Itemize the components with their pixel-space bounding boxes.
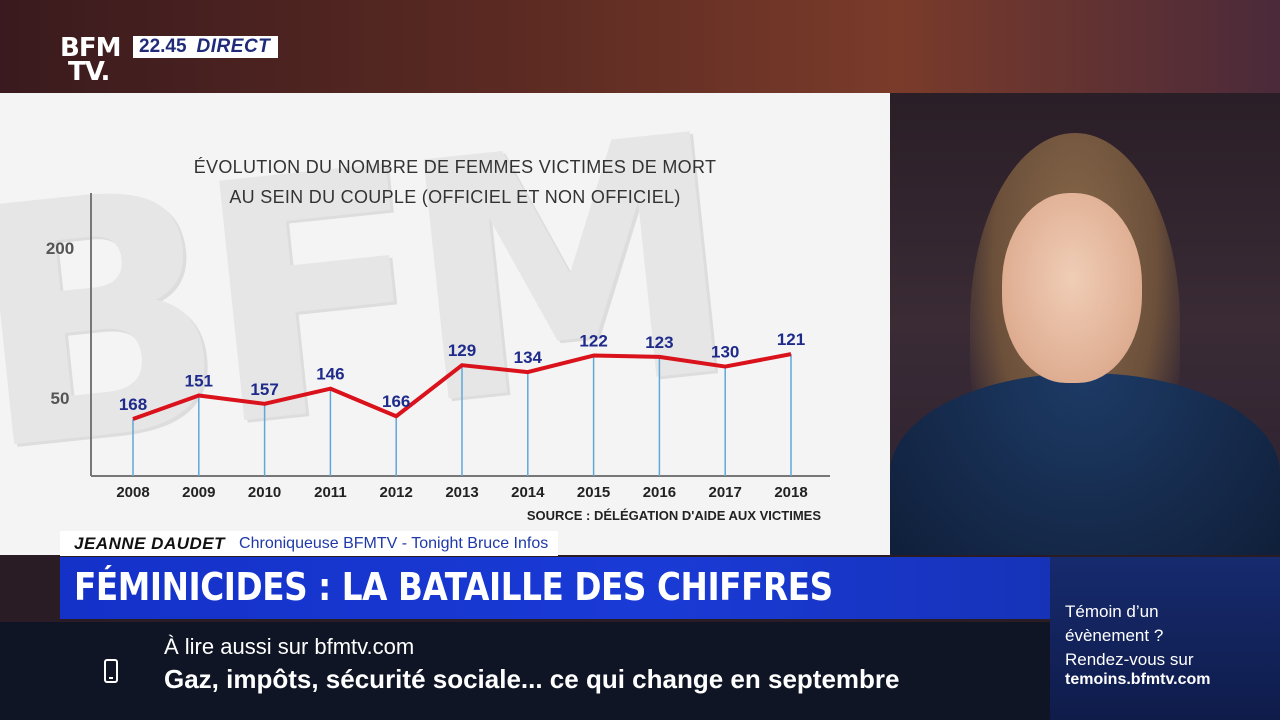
data-label-2008: 168	[119, 395, 147, 414]
data-label-2010: 157	[250, 380, 278, 399]
x-tick-2011: 2011	[314, 484, 347, 501]
x-tick-2018: 2018	[774, 484, 807, 501]
chart-panel: BFM ÉVOLUTION DU NOMBRE DE FEMMES VICTIM…	[0, 93, 890, 555]
data-label-2013: 129	[448, 341, 476, 360]
headline-banner: FÉMINICIDES : LA BATAILLE DES CHIFFRES	[60, 557, 1050, 619]
ticker-kicker: À lire aussi sur bfmtv.com	[164, 634, 415, 659]
phone-icon	[104, 659, 118, 683]
data-label-2015: 122	[579, 332, 607, 351]
chart-title-line-1: ÉVOLUTION DU NOMBRE DE FEMMES VICTIMES D…	[194, 157, 717, 177]
x-tick-2008: 2008	[116, 484, 149, 501]
x-tick-2013: 2013	[445, 484, 478, 501]
data-label-2009: 151	[185, 372, 213, 391]
ticker-headline: Gaz, impôts, sécurité sociale... ce qui …	[164, 664, 900, 694]
headline-text: FÉMINICIDES : LA BATAILLE DES CHIFFRES	[74, 565, 833, 609]
data-label-2016: 123	[645, 333, 673, 352]
data-label-2011: 146	[316, 365, 344, 384]
name-strip: JEANNE DAUDET Chroniqueuse BFMTV - Tonig…	[60, 531, 559, 556]
presenter-video	[890, 93, 1280, 555]
broadcast-time: 22.45	[139, 36, 187, 57]
logo-line-1: BFM	[60, 33, 121, 63]
data-label-2012: 166	[382, 392, 410, 411]
news-ticker: À lire aussi sur bfmtv.com Gaz, impôts, …	[0, 622, 1050, 720]
live-badge: 22.45 DIRECT	[133, 36, 279, 58]
top-banner: BFM TV. 22.45 DIRECT	[0, 0, 1280, 93]
presenter-name: JEANNE DAUDET	[74, 533, 226, 553]
x-tick-2017: 2017	[709, 484, 742, 501]
y-tick-50: 50	[51, 389, 70, 408]
logo-line-2: TV.	[68, 57, 110, 87]
data-label-2014: 134	[514, 348, 543, 367]
witness-box: Témoin d’un évènement ? Rendez-vous sur …	[1050, 557, 1280, 720]
presenter-face	[1002, 193, 1142, 383]
x-tick-2014: 2014	[511, 484, 545, 501]
x-tick-2010: 2010	[248, 484, 281, 501]
x-tick-2012: 2012	[380, 484, 413, 501]
witness-url: temoins.bfmtv.com	[1065, 671, 1211, 688]
presenter-role: Chroniqueuse BFMTV - Tonight Bruce Infos	[239, 534, 549, 552]
chart-title-line-2: AU SEIN DU COUPLE (OFFICIEL ET NON OFFIC…	[229, 187, 680, 207]
x-tick-2009: 2009	[182, 484, 215, 501]
data-label-2018: 121	[777, 330, 805, 349]
chart-source: SOURCE : DÉLÉGATION D'AIDE AUX VICTIMES	[527, 508, 821, 523]
series-line	[132, 352, 792, 421]
x-tick-2016: 2016	[643, 484, 676, 501]
y-tick-200: 200	[46, 239, 74, 258]
witness-line-1: Témoin d’un	[1065, 602, 1159, 621]
live-label: DIRECT	[196, 36, 271, 57]
witness-line-3: Rendez-vous sur	[1065, 650, 1194, 669]
presenter-body	[890, 373, 1280, 555]
witness-line-2: évènement ?	[1065, 626, 1164, 645]
x-tick-2015: 2015	[577, 484, 610, 501]
data-label-2017: 130	[711, 343, 739, 362]
line-chart: ÉVOLUTION DU NOMBRE DE FEMMES VICTIMES D…	[46, 157, 830, 523]
bfmtv-logo: BFM TV.	[60, 33, 126, 87]
